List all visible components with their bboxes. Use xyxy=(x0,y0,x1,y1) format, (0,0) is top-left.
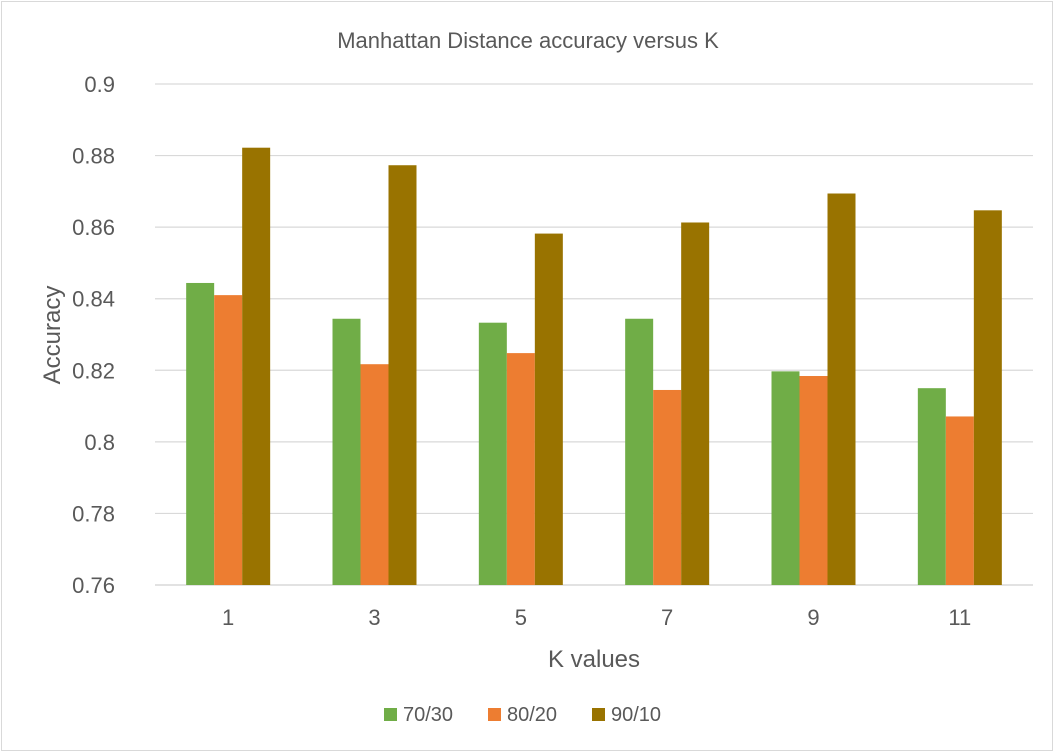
x-tick-label: 11 xyxy=(948,605,971,630)
bar-70-30-k3 xyxy=(332,318,361,585)
bar-70-30-k11 xyxy=(917,388,946,585)
y-axis-ticks: 0.76 0.78 0.8 0.82 0.84 0.86 0.88 0.9 xyxy=(72,72,115,598)
bar-90-10-k3 xyxy=(388,165,417,585)
gridlines xyxy=(155,83,1033,586)
y-tick-label: 0.9 xyxy=(84,72,115,97)
legend-label: 90/10 xyxy=(611,704,661,726)
legend-swatch xyxy=(592,708,605,721)
bar-80-20-k3 xyxy=(360,364,389,585)
bar-70-30-k1 xyxy=(186,282,215,585)
y-tick-label: 0.84 xyxy=(72,287,115,312)
chart-title: Manhattan Distance accuracy versus K xyxy=(337,28,719,53)
bar-80-20-k1 xyxy=(214,295,243,585)
x-tick-label: 3 xyxy=(368,605,380,630)
bar-90-10-k7 xyxy=(681,222,710,585)
legend-swatch xyxy=(488,708,501,721)
x-tick-label: 1 xyxy=(222,605,234,630)
bar-90-10-k9 xyxy=(827,193,856,586)
y-tick-label: 0.8 xyxy=(84,430,115,455)
bar-90-10-k11 xyxy=(973,210,1002,585)
bar-70-30-k7 xyxy=(625,318,654,585)
legend-label: 70/30 xyxy=(403,704,453,726)
y-tick-label: 0.88 xyxy=(72,144,115,169)
y-tick-label: 0.76 xyxy=(72,573,115,598)
y-tick-label: 0.86 xyxy=(72,215,115,240)
bar-80-20-k9 xyxy=(799,376,828,585)
bars xyxy=(186,147,1002,586)
bar-70-30-k9 xyxy=(771,371,800,585)
y-tick-label: 0.82 xyxy=(72,358,115,383)
x-axis-ticks: 1 3 5 7 9 11 xyxy=(222,605,971,630)
y-tick-label: 0.78 xyxy=(72,501,115,526)
x-tick-label: 7 xyxy=(661,605,673,630)
y-axis-title: Accuracy xyxy=(39,286,66,385)
x-tick-label: 9 xyxy=(807,605,819,630)
x-axis-title: K values xyxy=(548,646,640,673)
bar-90-10-k1 xyxy=(242,147,271,585)
x-tick-label: 5 xyxy=(515,605,527,630)
bar-80-20-k7 xyxy=(653,389,682,585)
bar-80-20-k11 xyxy=(945,416,974,585)
bar-70-30-k5 xyxy=(478,322,507,585)
bar-90-10-k5 xyxy=(534,233,563,585)
legend: 70/30 80/20 90/10 xyxy=(384,704,661,726)
legend-swatch xyxy=(384,708,397,721)
bar-80-20-k5 xyxy=(506,353,535,585)
legend-label: 80/20 xyxy=(507,704,557,726)
